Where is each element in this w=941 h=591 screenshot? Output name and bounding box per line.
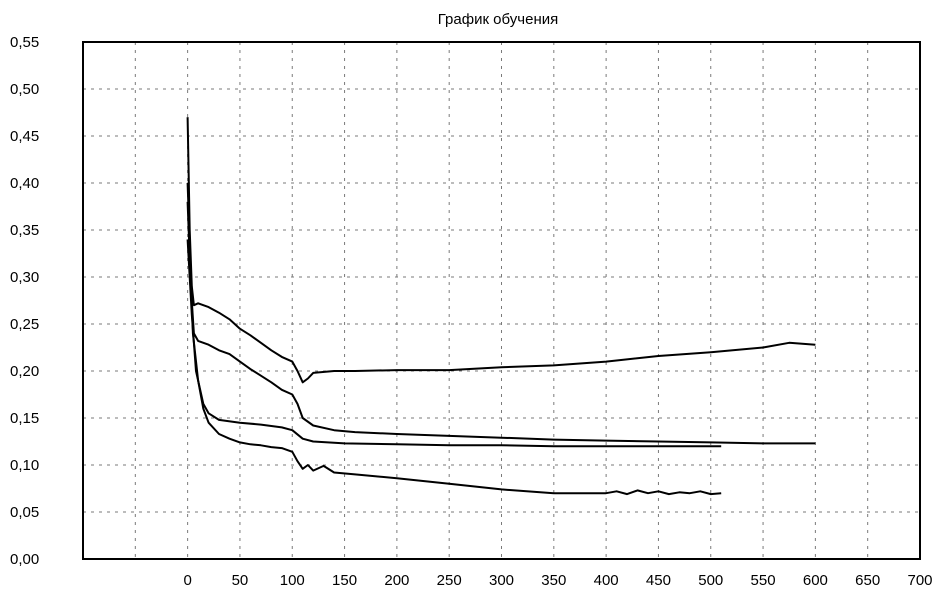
grid-lines <box>83 42 920 559</box>
y-tick-label: 0,55 <box>10 34 39 51</box>
x-tick-label: 150 <box>332 572 357 589</box>
y-tick-label: 0,20 <box>10 363 39 380</box>
x-tick-label: 100 <box>280 572 305 589</box>
y-tick-label: 0,30 <box>10 269 39 286</box>
series-line-3 <box>186 239 722 448</box>
y-tick-label: 0,05 <box>10 504 39 521</box>
x-axis-ticks: 0 50 100 150 200 250 300 350 400 450 500 550 600 650 7… <box>183 572 932 589</box>
y-tick-label: 0,25 <box>10 316 39 333</box>
y-tick-label: 0,15 <box>10 410 39 427</box>
chart-title: График обучения <box>438 11 558 28</box>
x-tick-label: 350 <box>541 572 566 589</box>
y-axis-ticks: 0,00 0,05 0,10 0,15 0,20 0,25 0,30 0,35 0,40 0,45… <box>10 34 39 568</box>
series-line-2 <box>186 201 816 445</box>
y-tick-label: 0,00 <box>10 551 39 568</box>
series-line-4 <box>186 182 722 496</box>
x-tick-label: 250 <box>437 572 462 589</box>
x-tick-label: 500 <box>698 572 723 589</box>
series-line-1 <box>186 117 816 384</box>
y-tick-label: 0,10 <box>10 457 39 474</box>
x-tick-label: 400 <box>594 572 619 589</box>
x-tick-label: 0 <box>183 572 191 589</box>
x-tick-label: 550 <box>751 572 776 589</box>
y-tick-label: 0,45 <box>10 128 39 145</box>
series-lines <box>186 117 816 496</box>
x-tick-label: 200 <box>384 572 409 589</box>
x-tick-label: 50 <box>232 572 249 589</box>
y-tick-label: 0,40 <box>10 175 39 192</box>
y-tick-label: 0,35 <box>10 222 39 239</box>
y-tick-label: 0,50 <box>10 81 39 98</box>
x-tick-label: 650 <box>855 572 880 589</box>
x-tick-label: 600 <box>803 572 828 589</box>
x-tick-label: 700 <box>907 572 932 589</box>
x-tick-label: 450 <box>646 572 671 589</box>
x-tick-label: 300 <box>489 572 514 589</box>
plot-frame <box>82 41 921 560</box>
